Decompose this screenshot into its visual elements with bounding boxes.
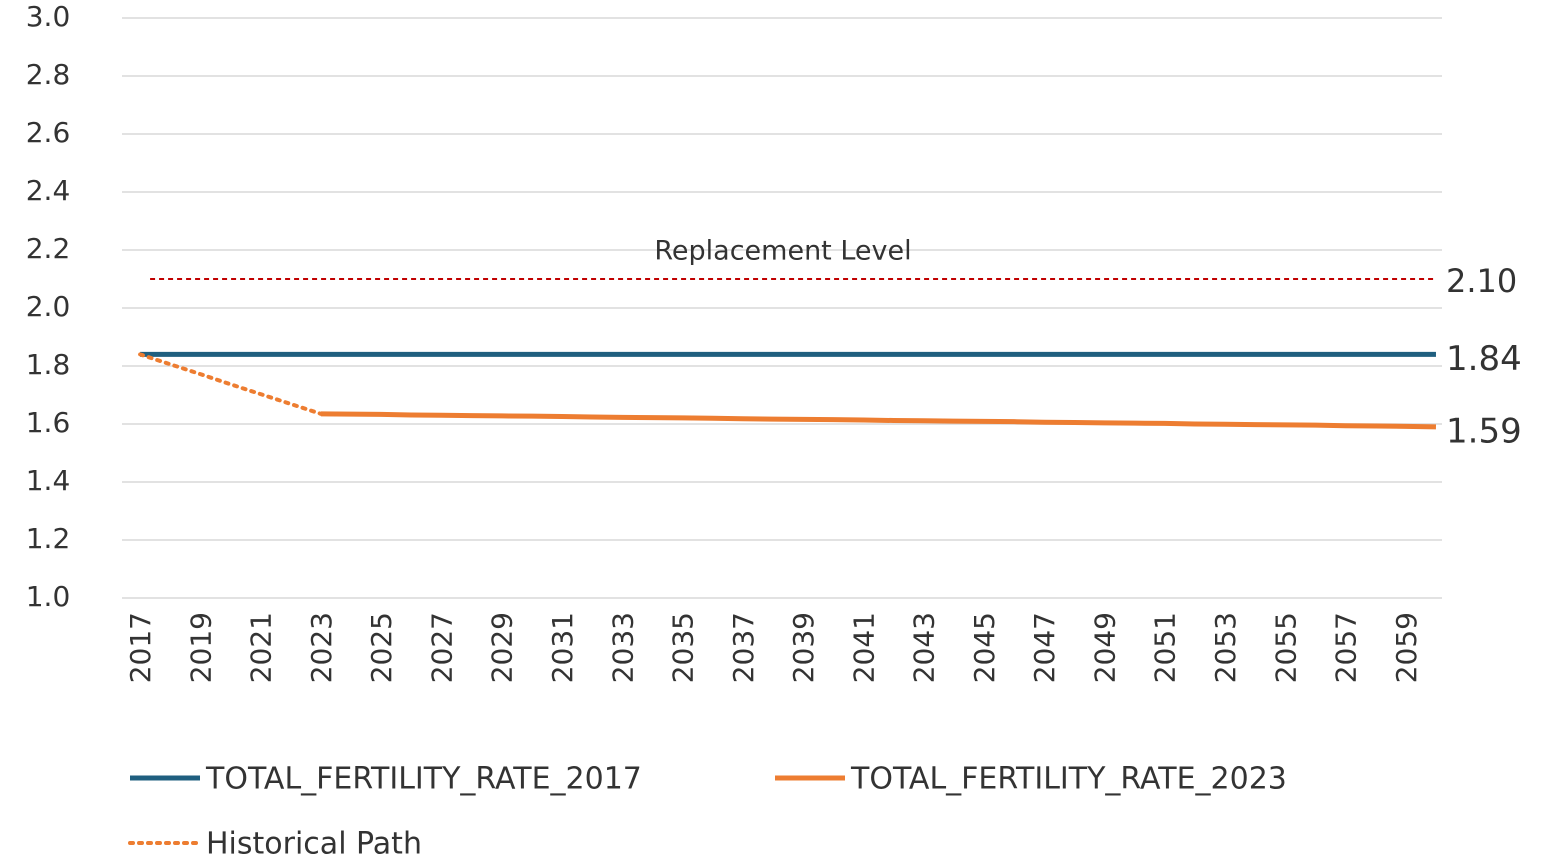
y-tick-label: 2.0: [26, 290, 71, 323]
legend-label: Historical Path: [206, 827, 422, 862]
y-tick-label: 1.6: [26, 406, 71, 439]
series-line: [320, 411, 1437, 430]
value-label: 1.59: [1446, 411, 1522, 451]
x-tick-label: 2027: [425, 612, 458, 683]
y-tick-label: 1.2: [26, 522, 71, 555]
x-tick-label: 2053: [1209, 612, 1242, 683]
y-tick-label: 2.4: [26, 174, 71, 207]
x-tick-label: 2049: [1088, 612, 1121, 683]
x-tick-label: 2045: [968, 612, 1001, 683]
legend-label: TOTAL_FERTILITY_RATE_2023: [850, 762, 1287, 797]
x-tick-label: 2041: [847, 612, 880, 683]
x-tick-label: 2029: [486, 612, 519, 683]
reference-label: Replacement Level: [654, 236, 911, 267]
y-tick-label: 1.8: [26, 348, 71, 381]
y-tick-label: 2.6: [26, 116, 71, 149]
x-tick-label: 2055: [1269, 612, 1302, 683]
x-tick-label: 2033: [606, 612, 639, 683]
y-tick-label: 2.2: [26, 232, 71, 265]
x-tick-label: 2035: [667, 612, 700, 683]
x-tick-label: 2059: [1390, 612, 1423, 683]
x-tick-label: 2043: [908, 612, 941, 683]
y-tick-label: 1.4: [26, 464, 71, 497]
x-tick-label: 2021: [245, 612, 278, 683]
x-tick-label: 2023: [305, 612, 338, 683]
x-tick-label: 2025: [365, 612, 398, 683]
x-tick-label: 2051: [1149, 612, 1182, 683]
y-tick-label: 1.0: [26, 580, 71, 613]
legend-label: TOTAL_FERTILITY_RATE_2017: [205, 762, 642, 797]
y-tick-label: 2.8: [26, 58, 71, 91]
reference-value-label: 2.10: [1446, 262, 1517, 300]
x-tick-label: 2031: [546, 612, 579, 683]
y-tick-label: 3.0: [26, 0, 71, 33]
x-tick-label: 2019: [184, 612, 217, 683]
x-tick-label: 2057: [1330, 612, 1363, 683]
x-tick-label: 2017: [124, 612, 157, 683]
series-line: [138, 352, 323, 416]
x-tick-label: 2039: [787, 612, 820, 683]
x-tick-label: 2037: [727, 612, 760, 683]
value-label: 1.84: [1446, 339, 1522, 379]
x-tick-label: 2047: [1028, 612, 1061, 683]
